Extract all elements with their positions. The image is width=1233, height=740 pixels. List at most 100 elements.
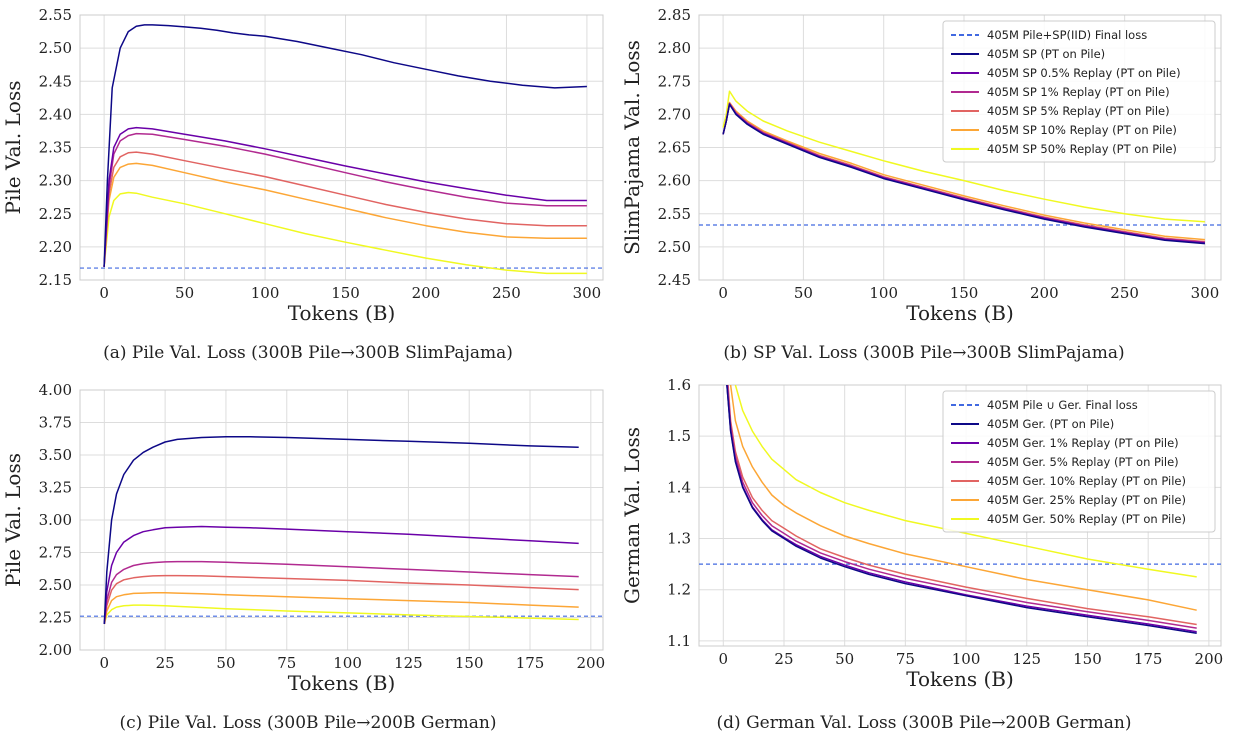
legend-label: 405M Ger. 25% Replay (PT on Pile) (987, 493, 1186, 507)
caption-b: (b) SP Val. Loss (300B Pile→300B SlimPaj… (723, 343, 1125, 363)
x-tick-label: 125 (394, 654, 423, 672)
x-tick-label: 50 (175, 284, 194, 302)
y-tick-label: 2.70 (658, 105, 691, 123)
x-tick-label: 150 (331, 284, 360, 302)
x-tick-label: 0 (719, 650, 729, 668)
series-line (722, 90, 1205, 223)
plot-frame (79, 389, 604, 651)
legend-label: 405M Pile+SP(IID) Final loss (987, 28, 1147, 42)
y-tick-label: 2.50 (658, 238, 691, 256)
plot-area (699, 385, 1221, 634)
legend: 405M Pile+SP(IID) Final loss 405M SP (PT … (942, 20, 1216, 163)
x-tick-label: 200 (1195, 650, 1224, 668)
y-tick-label: 3.75 (39, 414, 72, 432)
x-tick-label: 300 (573, 284, 602, 302)
series-line (726, 385, 1197, 629)
x-tick-label: 50 (835, 650, 854, 668)
x-tick-label: 150 (1073, 650, 1102, 668)
series-line (726, 385, 1197, 634)
y-tick-label: 2.45 (39, 72, 72, 90)
y-axis-label: German Val. Loss (620, 427, 644, 604)
y-tick-label: 2.40 (39, 105, 72, 123)
plot-frame (79, 14, 604, 281)
y-tick-label: 1.1 (667, 632, 691, 650)
x-tick-label: 150 (950, 284, 979, 302)
y-tick-label: 2.50 (39, 39, 72, 57)
chart-c-pile-loss-german: 0 25 50 75 100 125 150 175 200 2.00 2.25 2.50 2.75 3.… (1, 381, 606, 695)
x-tick-label: 175 (516, 654, 545, 672)
y-tick-label: 1.5 (667, 427, 691, 445)
x-axis-label: Tokens (B) (906, 301, 1014, 325)
y-tick-label: 2.20 (39, 238, 72, 256)
series-line (103, 132, 587, 267)
y-axis-label: SlimPajama Val. Loss (620, 40, 644, 255)
plot-area (80, 24, 603, 275)
y-axis-label: Pile Val. Loss (1, 453, 25, 587)
x-tick-label: 100 (869, 284, 898, 302)
y-tick-label: 2.25 (39, 205, 72, 223)
y-tick-label: 2.75 (658, 72, 691, 90)
legend-label: 405M SP 0.5% Replay (PT on Pile) (987, 66, 1181, 80)
x-tick-label: 200 (577, 654, 606, 672)
y-tick-label: 2.55 (39, 6, 72, 24)
series-line (103, 574, 579, 625)
y-tick-label: 2.65 (658, 139, 691, 157)
y-tick-label: 2.55 (658, 205, 691, 223)
x-tick-label: 100 (333, 654, 362, 672)
caption-a: (a) Pile Val. Loss (300B Pile→300B SlimP… (103, 343, 513, 363)
series-line (103, 162, 587, 267)
series-line (103, 191, 587, 275)
y-tick-label: 2.50 (39, 576, 72, 594)
y-tick-label: 1.2 (667, 581, 691, 599)
series-line (103, 604, 579, 625)
x-tick-label: 100 (952, 650, 981, 668)
legend-label: 405M SP 50% Replay (PT on Pile) (987, 142, 1177, 156)
x-tick-label: 125 (1012, 650, 1041, 668)
y-tick-label: 2.00 (39, 641, 72, 659)
legend-label: 405M Ger. 10% Replay (PT on Pile) (987, 474, 1186, 488)
legend-label: 405M Ger. 5% Replay (PT on Pile) (987, 455, 1179, 469)
plot-frame (698, 14, 1222, 281)
chart-b-sp-loss-slimpajama: 0 50 100 150 200 250 300 2.45 2.50 2.55 2.60 2.65 2.… (620, 6, 1222, 325)
series-line (103, 436, 579, 625)
chart-d-german-loss-german: 0 25 50 75 100 125 150 175 200 1.1 1.2 1.3 1.4 1.5 1.6… (620, 376, 1224, 691)
legend-box (942, 390, 1216, 533)
series-line (103, 560, 579, 625)
y-tick-label: 3.25 (39, 479, 72, 497)
x-tick-label: 25 (156, 654, 175, 672)
plot-area (699, 90, 1221, 245)
caption-c: (c) Pile Val. Loss (300B Pile→200B Germa… (119, 713, 497, 733)
x-tick-label: 250 (492, 284, 521, 302)
series-line (729, 385, 1197, 611)
x-tick-label: 0 (718, 284, 728, 302)
x-tick-label: 250 (1110, 284, 1139, 302)
series-line (722, 103, 1205, 245)
caption-d: (d) German Val. Loss (300B Pile→200B Ger… (716, 713, 1132, 733)
y-tick-label: 3.00 (39, 511, 72, 529)
series-line (727, 385, 1197, 626)
series-line (103, 525, 579, 625)
legend-label: 405M SP (PT on Pile) (987, 47, 1105, 61)
series-line (103, 126, 587, 267)
x-axis-label: Tokens (B) (288, 301, 396, 325)
legend-label: 405M Ger. (PT on Pile) (987, 417, 1114, 431)
plot-area (80, 436, 603, 625)
legend-label: 405M SP 10% Replay (PT on Pile) (987, 123, 1177, 137)
x-tick-label: 75 (277, 654, 296, 672)
x-tick-label: 175 (1134, 650, 1163, 668)
legend-label: 405M SP 1% Replay (PT on Pile) (987, 85, 1170, 99)
x-tick-label: 0 (99, 284, 109, 302)
y-tick-label: 1.6 (667, 376, 691, 394)
x-axis-label: Tokens (B) (906, 667, 1014, 691)
x-tick-label: 0 (100, 654, 110, 672)
series-line (103, 592, 579, 625)
legend-label: 405M Ger. 50% Replay (PT on Pile) (987, 512, 1186, 526)
y-tick-label: 2.25 (39, 609, 72, 627)
y-tick-label: 2.15 (39, 271, 72, 289)
y-tick-label: 3.50 (39, 446, 72, 464)
y-tick-label: 1.4 (667, 478, 691, 496)
legend-label: 405M Ger. 1% Replay (PT on Pile) (987, 436, 1179, 450)
plot-frame (698, 384, 1222, 647)
series-line (103, 151, 587, 267)
y-tick-label: 2.45 (658, 271, 691, 289)
